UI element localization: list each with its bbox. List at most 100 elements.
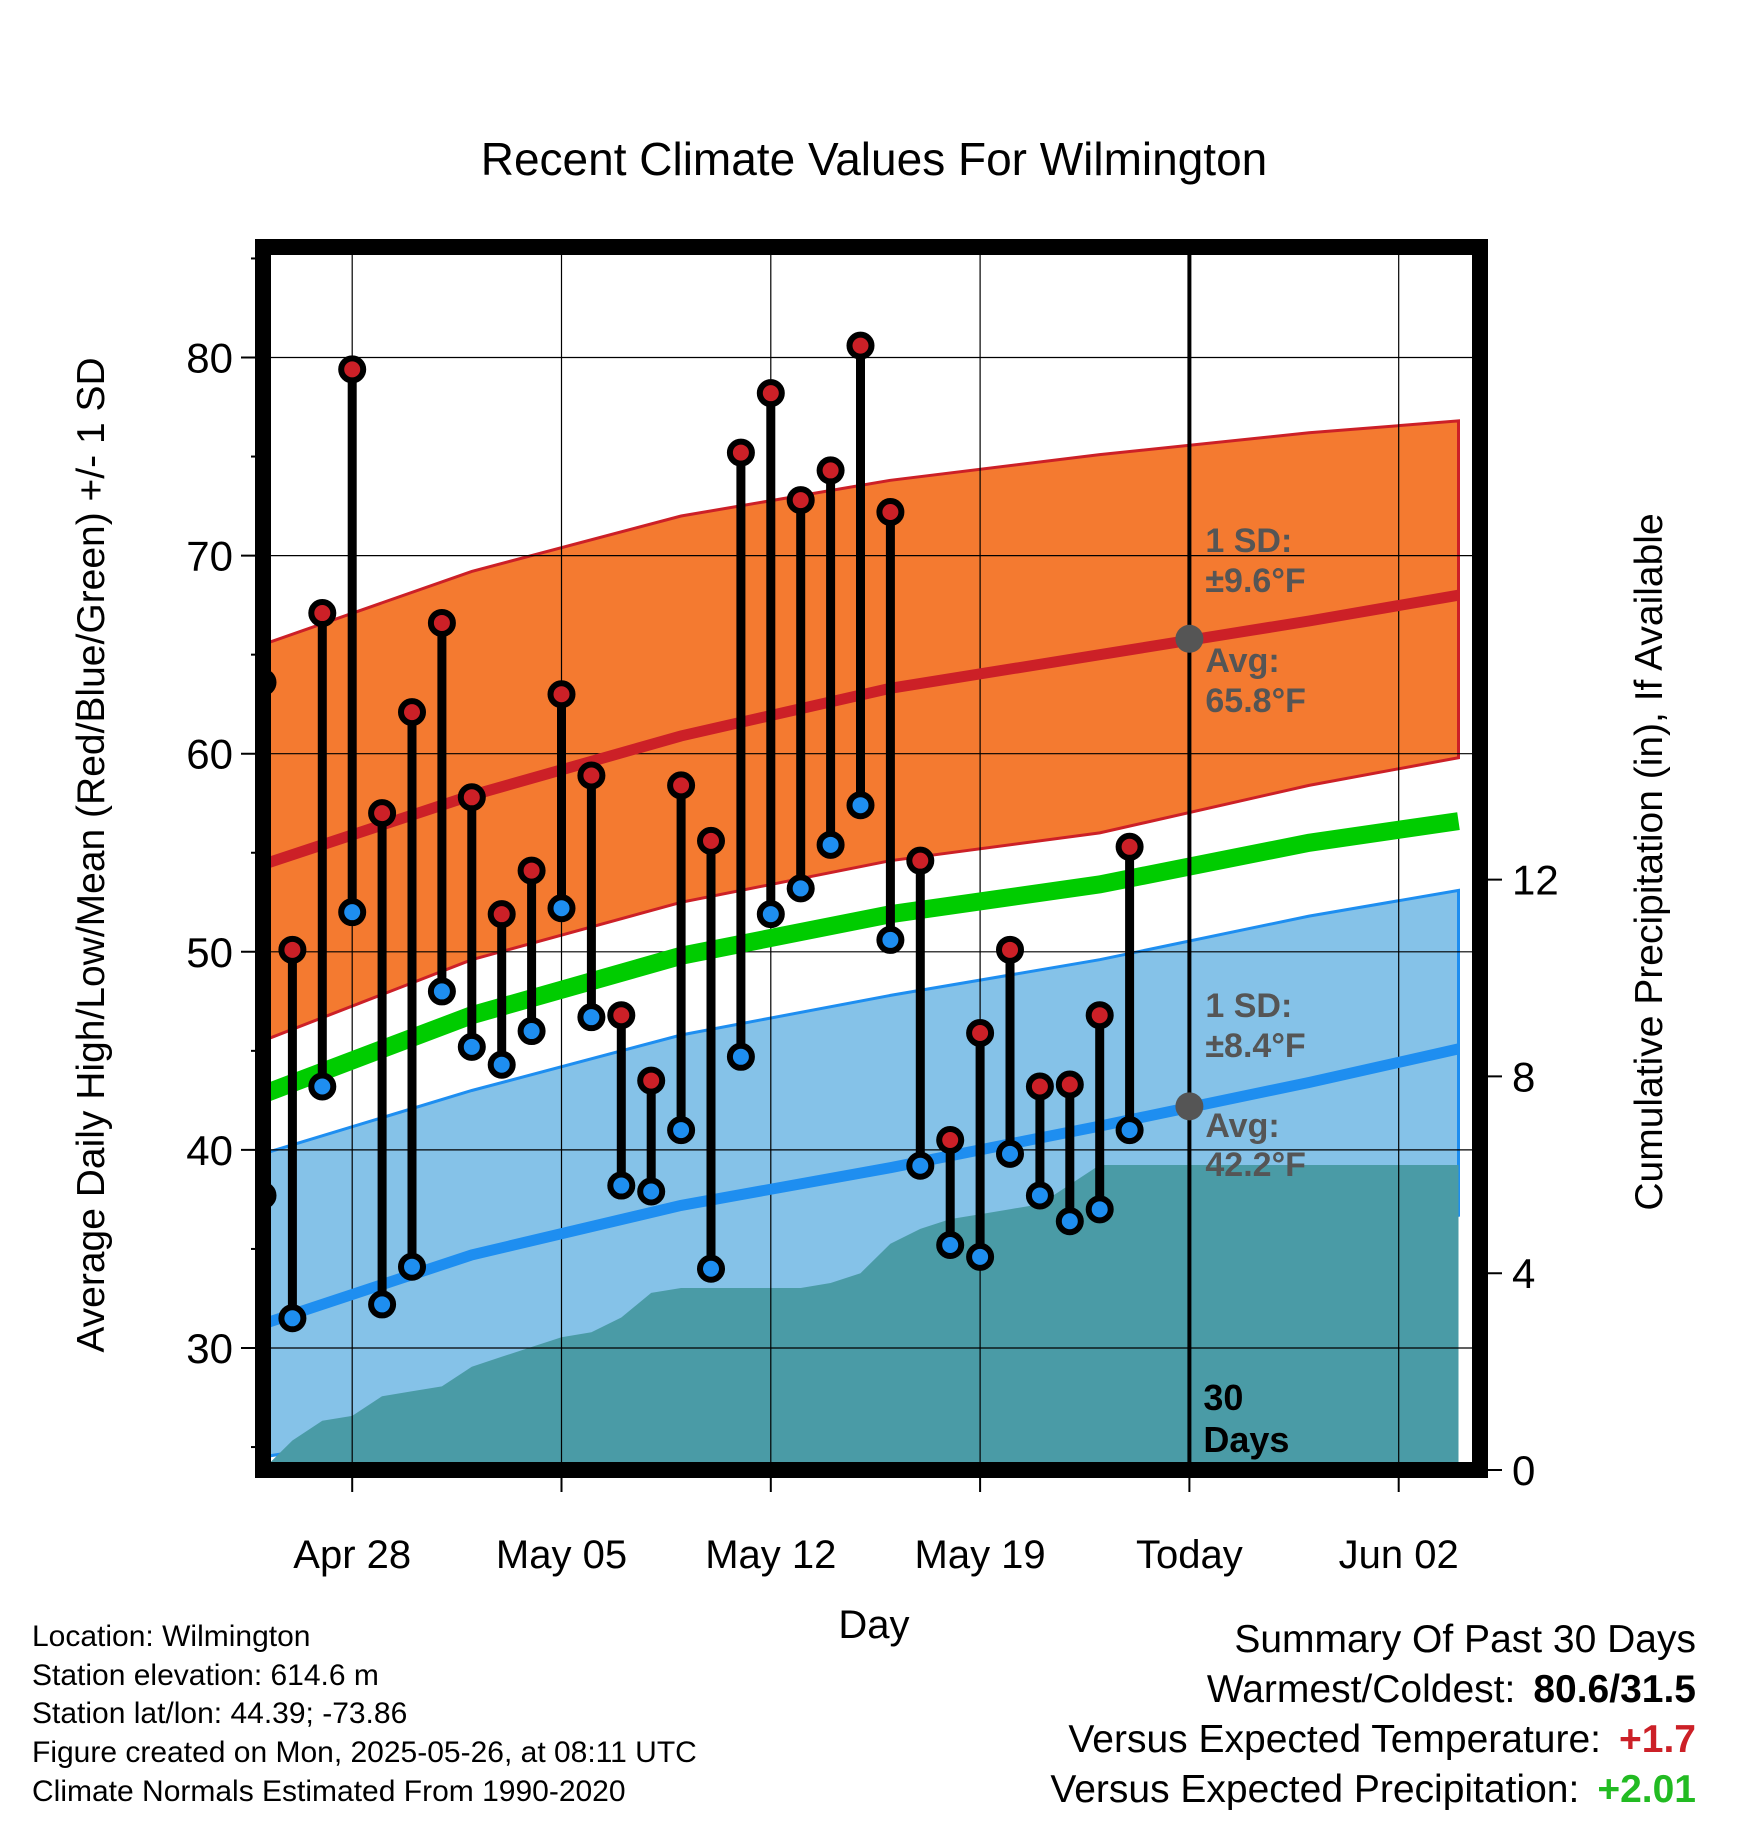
y-tick-label: 60 (186, 731, 233, 778)
plot-area (263, 247, 1480, 1470)
high-point (1115, 832, 1144, 861)
high-point (1025, 1072, 1054, 1101)
y-axis-label: Average Daily High/Low/Mean (Red/Blue/Gr… (70, 357, 113, 1352)
low-point (457, 1032, 486, 1061)
summary-precip-value: +2.01 (1597, 1768, 1696, 1811)
low-point (1055, 1207, 1084, 1236)
low-point (487, 1050, 516, 1079)
high-point (398, 698, 426, 727)
low-avg-label: Avg: (1205, 1107, 1279, 1145)
low-point (1025, 1181, 1054, 1210)
low-point (906, 1151, 935, 1180)
y2-axis-label: Cumulative Precipitation (in), If Availa… (1628, 513, 1671, 1210)
x-tick-label: May 12 (705, 1533, 836, 1577)
high-point (547, 680, 576, 709)
low-point (936, 1230, 965, 1259)
low-point (427, 977, 456, 1006)
low-point (1085, 1195, 1114, 1224)
low-point (1115, 1116, 1144, 1145)
summary-precipitation: Versus Expected Precipitation: +2.01 (1050, 1768, 1696, 1812)
low-point (726, 1042, 755, 1071)
low-point (786, 874, 815, 903)
low-point (667, 1116, 696, 1145)
low-point (996, 1139, 1024, 1168)
low-sd-value: ±8.4°F (1205, 1027, 1305, 1065)
info-normals: Climate Normals Estimated From 1990-2020 (32, 1775, 626, 1808)
low-point (308, 1072, 337, 1101)
low-point (756, 900, 785, 929)
high-point (577, 761, 606, 790)
high-point (726, 438, 755, 467)
y-tick-label: 30 (186, 1325, 233, 1372)
summary-warmest-coldest: Warmest/Coldest: 80.6/31.5 (1207, 1668, 1696, 1712)
high-point (487, 900, 516, 929)
low-normal-line (263, 1043, 1460, 1330)
high-point (756, 379, 785, 408)
high-point (996, 935, 1024, 964)
y2-tick-label: 4 (1512, 1250, 1535, 1297)
high-point (278, 935, 307, 964)
window-label-unit: Days (1203, 1419, 1289, 1460)
low-avg-value: 42.2°F (1205, 1146, 1306, 1184)
plot-frame (255, 239, 1488, 1478)
low-point (398, 1252, 426, 1281)
low-point (278, 1304, 307, 1333)
low-point (517, 1017, 546, 1046)
info-created: Figure created on Mon, 2025-05-26, at 08… (32, 1736, 697, 1769)
summary-warm-value: 80.6/31.5 (1533, 1668, 1696, 1711)
x-tick-label: May 19 (915, 1533, 1046, 1577)
summary-heading: Summary Of Past 30 Days (1234, 1618, 1696, 1661)
low-point (846, 791, 875, 820)
high-point (368, 799, 397, 828)
high-point (966, 1019, 995, 1048)
summary-temp-label: Versus Expected Temperature: (1068, 1718, 1601, 1761)
y-tick-label: 40 (186, 1127, 233, 1174)
high-point (517, 856, 546, 885)
summary-precip-label: Versus Expected Precipitation: (1050, 1768, 1580, 1811)
low-avg-marker (1175, 1092, 1204, 1121)
low-point (697, 1254, 725, 1283)
low-sd-label: 1 SD: (1205, 987, 1292, 1025)
high-sd-value: ±9.6°F (1205, 562, 1305, 600)
low-point (876, 925, 905, 954)
high-sd-label: 1 SD: (1205, 522, 1292, 560)
high-avg-value: 65.8°F (1205, 682, 1306, 720)
y2-tick-label: 8 (1512, 1053, 1535, 1100)
low-point (637, 1177, 666, 1206)
y2-tick-label: 0 (1512, 1447, 1535, 1494)
summary-temperature: Versus Expected Temperature: +1.7 (1068, 1718, 1696, 1762)
summary-temp-value: +1.7 (1619, 1718, 1696, 1761)
low-point (607, 1171, 636, 1200)
high-point (457, 783, 486, 812)
x-tick-label: Apr 28 (293, 1533, 411, 1577)
high-point (667, 771, 696, 800)
y2-tick-label: 12 (1512, 857, 1559, 904)
y-tick-label: 50 (186, 929, 233, 976)
high-point (338, 355, 367, 384)
low-point (368, 1290, 397, 1319)
low-point (816, 830, 845, 859)
info-latlon: Station lat/lon: 44.39; -73.86 (32, 1697, 408, 1730)
low-point (547, 894, 576, 923)
high-point (816, 456, 845, 485)
low-point (577, 1003, 606, 1032)
high-point (308, 599, 337, 628)
high-point (936, 1125, 965, 1154)
high-point (786, 486, 815, 515)
x-tick-label: Jun 02 (1339, 1533, 1459, 1577)
high-point (906, 846, 935, 875)
high-avg-marker (1175, 624, 1204, 653)
high-avg-label: Avg: (1205, 642, 1279, 680)
info-elevation: Station elevation: 614.6 m (32, 1659, 379, 1692)
y-tick-label: 70 (186, 533, 233, 580)
high-point (1055, 1070, 1084, 1099)
low-point (966, 1242, 995, 1271)
chart-title: Recent Climate Values For Wilmington (481, 133, 1268, 185)
x-tick-label: Today (1136, 1533, 1243, 1577)
high-point (427, 608, 456, 637)
high-point (637, 1066, 666, 1095)
high-point (846, 331, 875, 360)
x-tick-label: May 05 (496, 1533, 627, 1577)
low-point (338, 898, 367, 927)
